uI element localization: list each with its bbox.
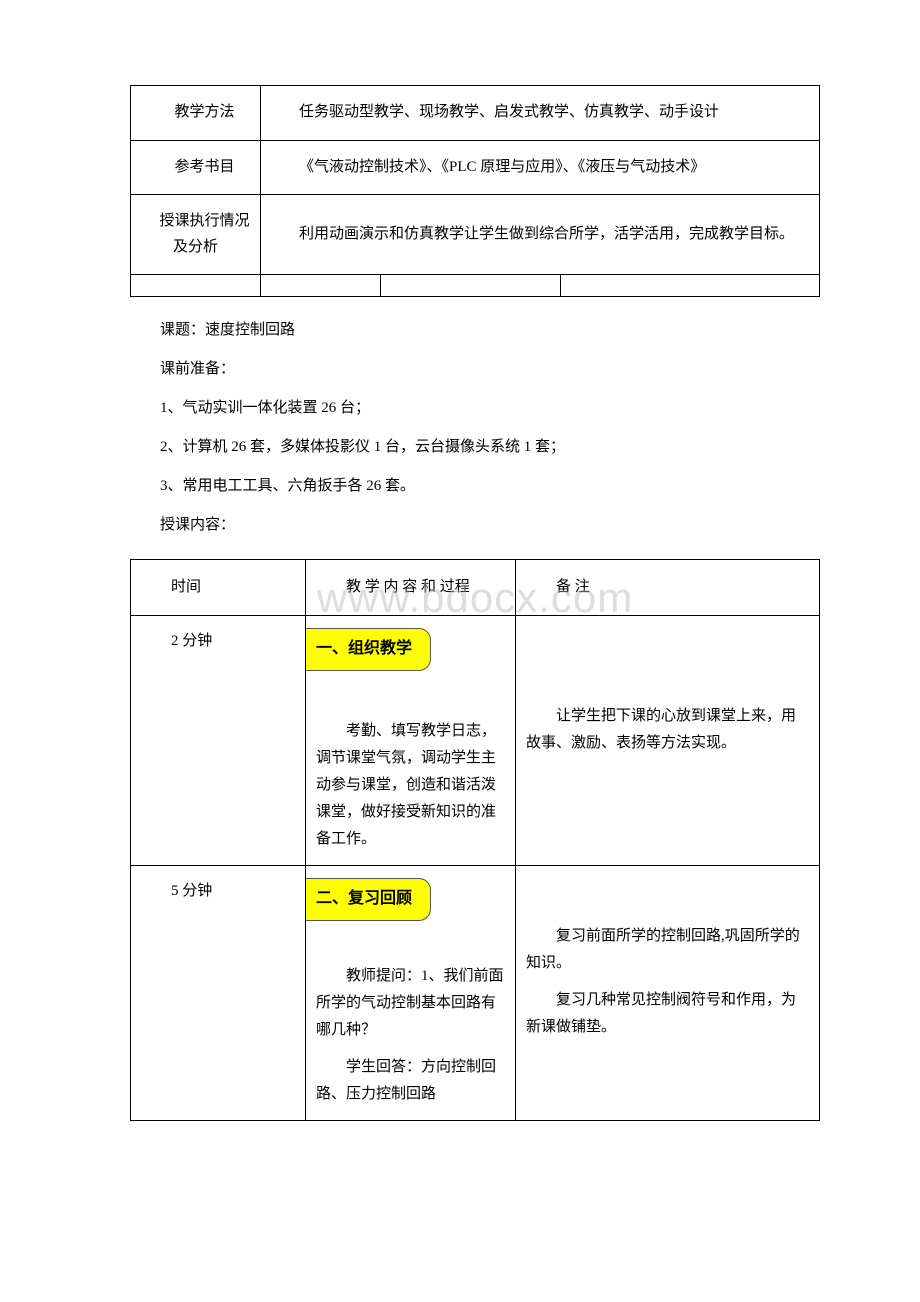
content-analysis: 利用动画演示和仿真教学让学生做到综合所学，活学活用，完成教学目标。	[261, 195, 820, 275]
table-row: 教学方法 任务驱动型教学、现场教学、启发式教学、仿真教学、动手设计	[131, 86, 820, 141]
time-cell: 2 分钟	[131, 616, 306, 866]
narrative-line: 3、常用电工工具、六角扳手各 26 套。	[130, 473, 820, 500]
label-references: 参考书目	[131, 140, 261, 195]
empty-cell	[561, 275, 820, 297]
content-cell: 一、组织教学 考勤、填写教学日志，调节课堂气氛，调动学生主动参与课堂，创造和谐活…	[306, 616, 516, 866]
empty-cell	[381, 275, 561, 297]
table-header-row: 时间 教 学 内 容 和 过程 备 注	[131, 560, 820, 616]
narrative-line: 2、计算机 26 套，多媒体投影仪 1 台，云台摄像头系统 1 套；	[130, 434, 820, 461]
table-row: 授课执行情况及分析 利用动画演示和仿真教学让学生做到综合所学，活学活用，完成教学…	[131, 195, 820, 275]
lesson-row: 5 分钟 二、复习回顾 教师提问：1、我们前面所学的气动控制基本回路有哪几种？ …	[131, 866, 820, 1121]
empty-cell	[131, 275, 261, 297]
label-analysis: 授课执行情况及分析	[131, 195, 261, 275]
notes-wrapper: 让学生把下课的心放到课堂上来，用故事、激励、表扬等方法实现。	[526, 703, 809, 757]
lesson-row: 2 分钟 一、组织教学 考勤、填写教学日志，调节课堂气氛，调动学生主动参与课堂，…	[131, 616, 820, 866]
content-text: 考勤、填写教学日志，调节课堂气氛，调动学生主动参与课堂，创造和谐活泼课堂，做好接…	[316, 718, 505, 853]
callout-title: 二、复习回顾	[306, 878, 431, 921]
time-cell: 5 分钟	[131, 866, 306, 1121]
notes-text: 让学生把下课的心放到课堂上来，用故事、激励、表扬等方法实现。	[526, 703, 809, 757]
narrative-line: 1、气动实训一体化装置 26 台；	[130, 395, 820, 422]
notes-text: 复习几种常见控制阀符号和作用，为新课做铺垫。	[526, 987, 809, 1041]
narrative-line: 授课内容：	[130, 512, 820, 539]
top-info-table: 教学方法 任务驱动型教学、现场教学、启发式教学、仿真教学、动手设计 参考书目 《…	[130, 85, 820, 297]
notes-cell: 复习前面所学的控制回路,巩固所学的知识。 复习几种常见控制阀符号和作用，为新课做…	[516, 866, 820, 1121]
notes-wrapper: 复习前面所学的控制回路,巩固所学的知识。 复习几种常见控制阀符号和作用，为新课做…	[526, 923, 809, 1041]
empty-cell	[261, 275, 381, 297]
narrative-line: 课前准备：	[130, 356, 820, 383]
content-references: 《气液动控制技术》、《PLC 原理与应用》、《液压与气动技术》	[261, 140, 820, 195]
content-text-2: 学生回答：方向控制回路、压力控制回路	[316, 1054, 505, 1108]
content-teaching-method: 任务驱动型教学、现场教学、启发式教学、仿真教学、动手设计	[261, 86, 820, 141]
callout-wrapper: 一、组织教学	[316, 628, 505, 670]
table-row: 参考书目 《气液动控制技术》、《PLC 原理与应用》、《液压与气动技术》	[131, 140, 820, 195]
narrative-line: 课题：速度控制回路	[130, 317, 820, 344]
header-content-text: 教 学 内 容 和 过程	[316, 574, 505, 601]
narrative-block: 课题：速度控制回路 课前准备： 1、气动实训一体化装置 26 台； 2、计算机 …	[130, 317, 820, 539]
header-content: 教 学 内 容 和 过程	[306, 560, 516, 616]
callout-title: 一、组织教学	[306, 628, 431, 671]
content-text: 教师提问：1、我们前面所学的气动控制基本回路有哪几种？	[316, 963, 505, 1044]
header-notes: 备 注	[516, 560, 820, 616]
label-teaching-method: 教学方法	[131, 86, 261, 141]
header-time: 时间	[131, 560, 306, 616]
table-empty-row	[131, 275, 820, 297]
notes-text: 复习前面所学的控制回路,巩固所学的知识。	[526, 923, 809, 977]
content-cell: 二、复习回顾 教师提问：1、我们前面所学的气动控制基本回路有哪几种？ 学生回答：…	[306, 866, 516, 1121]
lesson-plan-table: 时间 教 学 内 容 和 过程 备 注 2 分钟 一、组织教学 考勤、填写教学日…	[130, 559, 820, 1121]
notes-cell: 让学生把下课的心放到课堂上来，用故事、激励、表扬等方法实现。	[516, 616, 820, 866]
callout-wrapper: 二、复习回顾	[316, 878, 505, 920]
